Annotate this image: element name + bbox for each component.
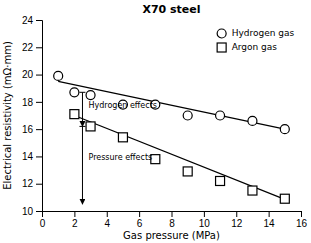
- y-tick-label: 16: [22, 124, 34, 135]
- point: [54, 71, 63, 80]
- x-tick-mark: [204, 211, 205, 217]
- x-axis: 0 2 4 6 8 10 12 14 16: [40, 211, 308, 229]
- x-tick-mark: [107, 211, 108, 217]
- y-tick-label: 22: [22, 42, 34, 53]
- x-tick-label: 8: [169, 218, 175, 229]
- x-tick-mark: [301, 211, 302, 217]
- x-tick: 4: [104, 211, 110, 229]
- point: [280, 194, 289, 203]
- x-tick: 8: [169, 211, 175, 229]
- y-axis: 10 12 14 16 18 20 22 24: [22, 15, 43, 217]
- point: [248, 186, 257, 195]
- y-tick-label: 12: [22, 178, 34, 189]
- annotations: Hydrogen effects Pressure effects: [79, 92, 157, 204]
- chart: 02468101214161012141618202224Hydrogen ef…: [0, 0, 311, 243]
- x-tick-label: 16: [296, 218, 308, 229]
- x-tick-label: 10: [199, 218, 211, 229]
- y-tick: 14: [22, 151, 42, 162]
- x-tick: 6: [137, 211, 143, 229]
- x-tick-label: 0: [40, 218, 46, 229]
- x-axis-title: Gas pressure (MPa): [123, 230, 220, 241]
- point: [70, 88, 79, 97]
- point: [70, 110, 79, 119]
- y-tick-label: 24: [22, 15, 34, 26]
- x-tick-label: 2: [72, 218, 78, 229]
- plot: 02468101214161012141618202224Hydrogen ef…: [22, 15, 308, 229]
- point: [86, 91, 95, 100]
- legend-marker: [217, 29, 226, 38]
- x-tick-label: 4: [104, 218, 110, 229]
- y-tick-mark: [36, 47, 42, 48]
- x-tick-mark: [269, 211, 270, 217]
- y-tick-mark: [36, 156, 42, 157]
- y-tick-mark: [36, 20, 42, 21]
- y-tick-label: 20: [22, 69, 34, 80]
- title: X70 steel: [142, 3, 200, 16]
- y-tick: 22: [22, 42, 42, 53]
- point: [216, 111, 225, 120]
- x-axis-line: [43, 212, 302, 218]
- fit-line: [74, 116, 284, 200]
- x-tick: 14: [264, 211, 276, 229]
- x-tick: 12: [231, 211, 243, 229]
- y-tick-mark: [36, 102, 42, 103]
- y-tick-label: 10: [22, 206, 34, 217]
- x-tick-mark: [236, 211, 237, 217]
- y-tick-label: 14: [22, 151, 34, 162]
- point: [248, 116, 257, 125]
- x-tick-label: 14: [264, 218, 276, 229]
- x-tick-mark: [172, 211, 173, 217]
- annotation-arrow: [82, 92, 83, 126]
- annotation-cap: [79, 92, 85, 93]
- x-tick-mark: [74, 211, 75, 217]
- y-tick: 18: [22, 97, 42, 108]
- legend-label: Hydrogen gas: [232, 28, 295, 38]
- x-tick-label: 6: [137, 218, 143, 229]
- annotation-label: Hydrogen effects: [88, 101, 157, 110]
- legend: Hydrogen gas Argon gas: [217, 28, 294, 52]
- x-tick-label: 12: [231, 218, 243, 229]
- point: [118, 133, 127, 142]
- point: [183, 111, 192, 120]
- x-tick: 10: [199, 211, 211, 229]
- y-tick: 20: [22, 69, 42, 80]
- annotation-arrow: [82, 126, 83, 204]
- point: [216, 176, 225, 185]
- y-tick: 24: [22, 15, 42, 26]
- y-axis-title: Electrical resistivity (mΩ·mm): [2, 41, 13, 190]
- y-tick-mark: [36, 184, 42, 185]
- y-tick: 12: [22, 178, 42, 189]
- y-tick-label: 18: [22, 97, 34, 108]
- x-tick: 2: [72, 211, 78, 229]
- legend-marker: [217, 43, 226, 52]
- annotation-label: Pressure effects: [88, 153, 152, 162]
- legend-item: Argon gas: [217, 42, 277, 52]
- point: [86, 122, 95, 131]
- marks: [54, 71, 290, 203]
- y-tick-mark: [36, 211, 42, 212]
- y-axis-line: [36, 21, 43, 212]
- x-tick-mark: [139, 211, 140, 217]
- y-tick: 16: [22, 124, 42, 135]
- annotation-cap: [79, 126, 85, 127]
- y-tick-mark: [36, 129, 42, 130]
- x-tick: 16: [296, 211, 308, 229]
- legend-label: Argon gas: [232, 42, 278, 52]
- y-tick-mark: [36, 75, 42, 76]
- legend-item: Hydrogen gas: [217, 28, 294, 38]
- point: [280, 125, 289, 134]
- x-tick: 0: [40, 211, 46, 229]
- point: [183, 167, 192, 176]
- y-tick: 10: [22, 206, 42, 217]
